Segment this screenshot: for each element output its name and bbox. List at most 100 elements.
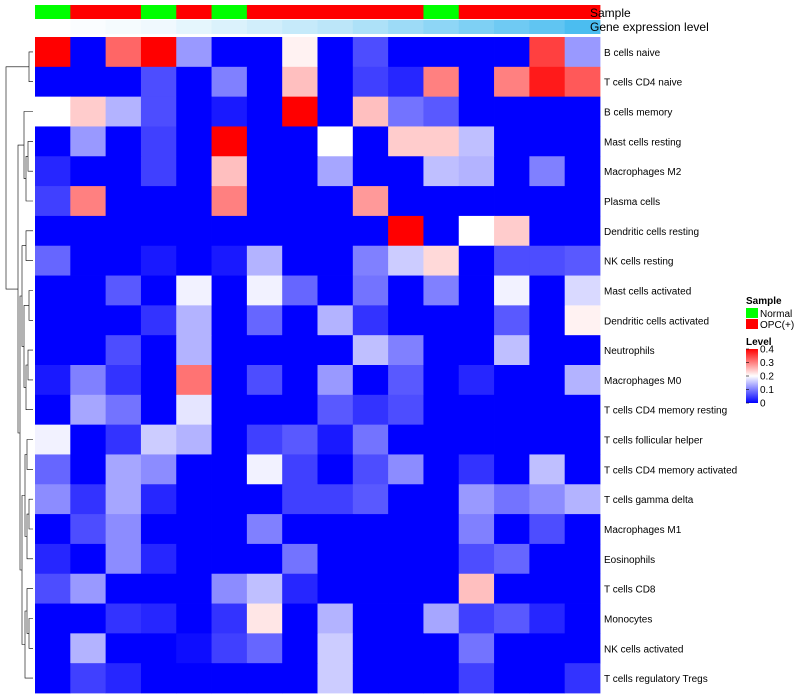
heatmap-cell — [105, 245, 142, 276]
heatmap-cell — [35, 186, 71, 217]
heatmap-cell — [35, 484, 71, 515]
heatmap-cell — [494, 573, 530, 604]
heatmap-cell — [458, 484, 495, 515]
heatmap-cell — [423, 66, 460, 98]
heatmap-cell — [458, 275, 495, 306]
heatmap-cell — [105, 543, 142, 575]
heatmap-cell — [282, 305, 318, 336]
heatmap-cell — [317, 335, 354, 366]
heatmap-cell — [70, 37, 107, 68]
heatmap-cell — [35, 394, 71, 426]
heatmap-cell — [423, 633, 460, 664]
heatmap-cell — [564, 514, 601, 545]
heatmap-cell — [388, 394, 424, 426]
dendrogram-branch — [26, 588, 33, 634]
row-label: Neutrophils — [604, 346, 655, 357]
heatmap-cell — [388, 573, 424, 604]
row-label: Mast cells resting — [604, 137, 681, 148]
dendrogram-branch — [28, 618, 33, 649]
heatmap-cell — [388, 96, 424, 127]
heatmap-cell — [529, 335, 566, 366]
gene-annot-cell — [494, 20, 530, 34]
dendrogram-branch — [26, 439, 33, 470]
heatmap-cell — [282, 543, 318, 575]
heatmap-cell — [564, 215, 601, 247]
heatmap-cell — [317, 573, 354, 604]
row-labels: B cells naive T cells CD4 naive B cells me… — [604, 48, 737, 685]
heatmap-cell — [211, 215, 248, 247]
level-legend: Level 0.4 0.3 0.2 0.1 0 — [746, 337, 774, 410]
heatmap-cell — [458, 573, 495, 604]
heatmap-cell — [70, 66, 107, 98]
heatmap-cell — [211, 186, 248, 217]
heatmap-cell — [388, 663, 424, 694]
heatmap-cell — [423, 394, 460, 426]
heatmap-cell — [246, 275, 283, 306]
heatmap-cell — [176, 37, 212, 68]
heatmap-cell — [176, 663, 212, 694]
heatmap-cell — [282, 365, 318, 396]
heatmap-cell — [494, 335, 530, 366]
heatmap-cell — [282, 424, 318, 455]
heatmap-cell — [564, 424, 601, 455]
heatmap-cell — [423, 156, 460, 187]
level-tick-label: 0.1 — [760, 385, 774, 396]
sample-annot-cell — [176, 5, 212, 19]
heatmap-cell — [388, 335, 424, 366]
row-label: T cells follicular helper — [604, 436, 703, 447]
heatmap-cell — [423, 365, 460, 396]
gene-level-annotation-bar — [35, 20, 601, 34]
sample-annot-cell — [388, 5, 424, 19]
heatmap-cell — [564, 66, 601, 98]
gene-annot-cell — [140, 20, 177, 34]
heatmap-cell — [105, 394, 142, 426]
heatmap-cell — [529, 275, 566, 306]
heatmap-cell — [529, 484, 566, 515]
dendrogram-branch — [17, 144, 24, 434]
heatmap-cell — [176, 633, 212, 664]
row-label: T cells CD4 memory resting — [604, 406, 727, 417]
dendrogram-branch — [28, 498, 33, 530]
heatmap-cell — [246, 514, 283, 545]
heatmap-cell — [176, 335, 212, 366]
heatmap-cell — [388, 603, 424, 634]
heatmap-cell — [105, 633, 142, 664]
heatmap-cell — [458, 126, 495, 157]
heatmap-cell — [35, 335, 71, 366]
heatmap-cell — [105, 454, 142, 485]
heatmap-cell — [317, 514, 354, 545]
dendrogram-branch — [28, 290, 33, 321]
heatmap-cell — [35, 603, 71, 634]
heatmap-cell — [70, 245, 107, 276]
heatmap-cell — [35, 573, 71, 604]
row-label: Macrophages M1 — [604, 525, 682, 536]
heatmap-cell — [105, 275, 142, 306]
heatmap-cell — [282, 514, 318, 545]
level-legend-title: Level — [746, 337, 772, 348]
heatmap-cell — [317, 394, 354, 426]
heatmap-cell — [352, 245, 389, 276]
heatmap-cell — [494, 394, 530, 426]
heatmap-cell — [246, 633, 283, 664]
legend-label-normal: Normal — [760, 309, 792, 320]
gene-annot-cell — [211, 20, 248, 34]
heatmap-cell — [140, 37, 177, 68]
heatmap-cell — [564, 305, 601, 336]
heatmap-cell — [70, 454, 107, 485]
heatmap-cell — [35, 66, 71, 98]
gene-annot-cell — [105, 20, 142, 34]
heatmap-cell — [352, 663, 389, 694]
heatmap-cell — [388, 66, 424, 98]
heatmap-cell — [529, 305, 566, 336]
heatmap-cell — [388, 365, 424, 396]
heatmap-cell — [282, 96, 318, 127]
heatmap-cell — [352, 186, 389, 217]
heatmap-cell — [564, 126, 601, 157]
heatmap-cell — [211, 275, 248, 306]
heatmap-cell — [105, 514, 142, 545]
heatmap-cell — [423, 275, 460, 306]
heatmap-cell — [564, 603, 601, 634]
sample-legend-title: Sample — [746, 296, 782, 307]
row-label: NK cells resting — [604, 257, 673, 268]
heatmap-cell — [529, 424, 566, 455]
